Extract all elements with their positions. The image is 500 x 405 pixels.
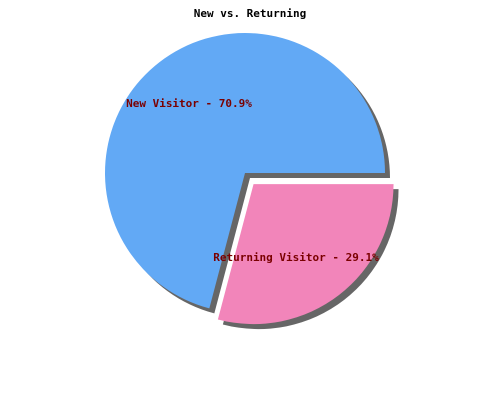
slice-returning-visitor (217, 184, 394, 325)
chart-title: New vs. Returning (194, 7, 307, 20)
slice-labels: New Visitor - 70.9% Returning Visitor - 2… (126, 97, 379, 264)
pie-slices (105, 33, 394, 325)
slice-new-visitor (105, 33, 386, 309)
slice-label-new-visitor: New Visitor - 70.9% (126, 97, 252, 110)
slice-label-returning-visitor: Returning Visitor - 29.1% (213, 251, 379, 264)
